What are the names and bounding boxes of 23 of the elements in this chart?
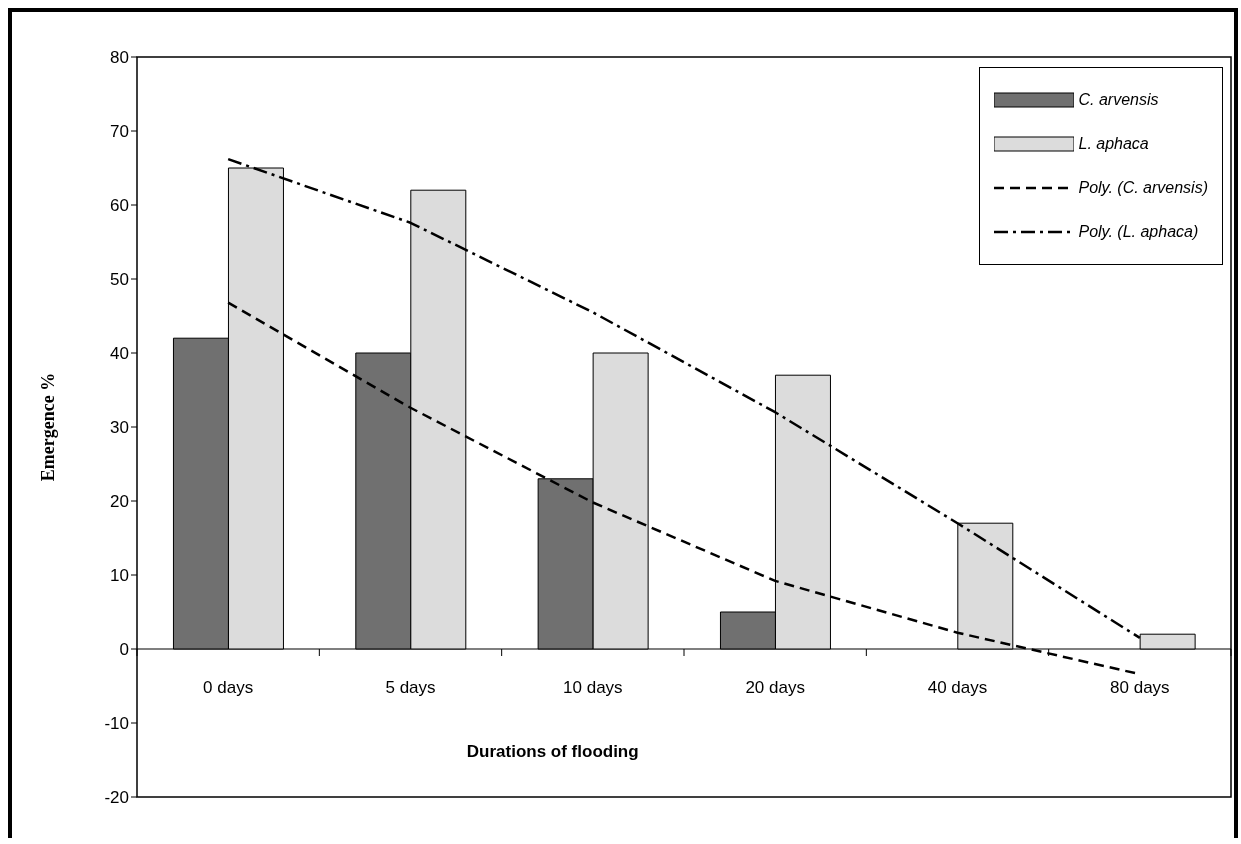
legend-label: L. aphaca: [1078, 135, 1149, 153]
y-tick-label: 80: [110, 48, 129, 68]
y-tick-label: 50: [110, 270, 129, 290]
y-tick-label: 40: [110, 344, 129, 364]
y-tick-label: -10: [104, 714, 129, 734]
y-tick-label: -20: [104, 788, 129, 808]
y-tick-label: 10: [110, 566, 129, 586]
legend-label: C. arvensis: [1078, 91, 1159, 109]
legend-label: Poly. (L. aphaca): [1078, 223, 1199, 241]
legend-label: Poly. (C. arvensis): [1078, 179, 1208, 197]
x-tick-label: 10 days: [563, 678, 623, 697]
x-tick-label: 40 days: [927, 678, 988, 697]
y-tick-label: 0: [119, 640, 129, 660]
y-tick-label: 60: [110, 196, 129, 216]
x-axis-title: Durations of flooding: [466, 742, 639, 761]
y-tick-label: 70: [110, 122, 129, 142]
x-tick-label: 20 days: [745, 678, 805, 697]
x-tick-label: 5 days: [385, 678, 436, 697]
x-tick-label: 0 days: [203, 678, 254, 697]
y-tick-label: 30: [110, 418, 129, 438]
y-axis-title: Emergence %: [38, 372, 58, 482]
x-tick-label: 80 days: [1110, 678, 1170, 697]
y-tick-label: 20: [110, 492, 129, 512]
